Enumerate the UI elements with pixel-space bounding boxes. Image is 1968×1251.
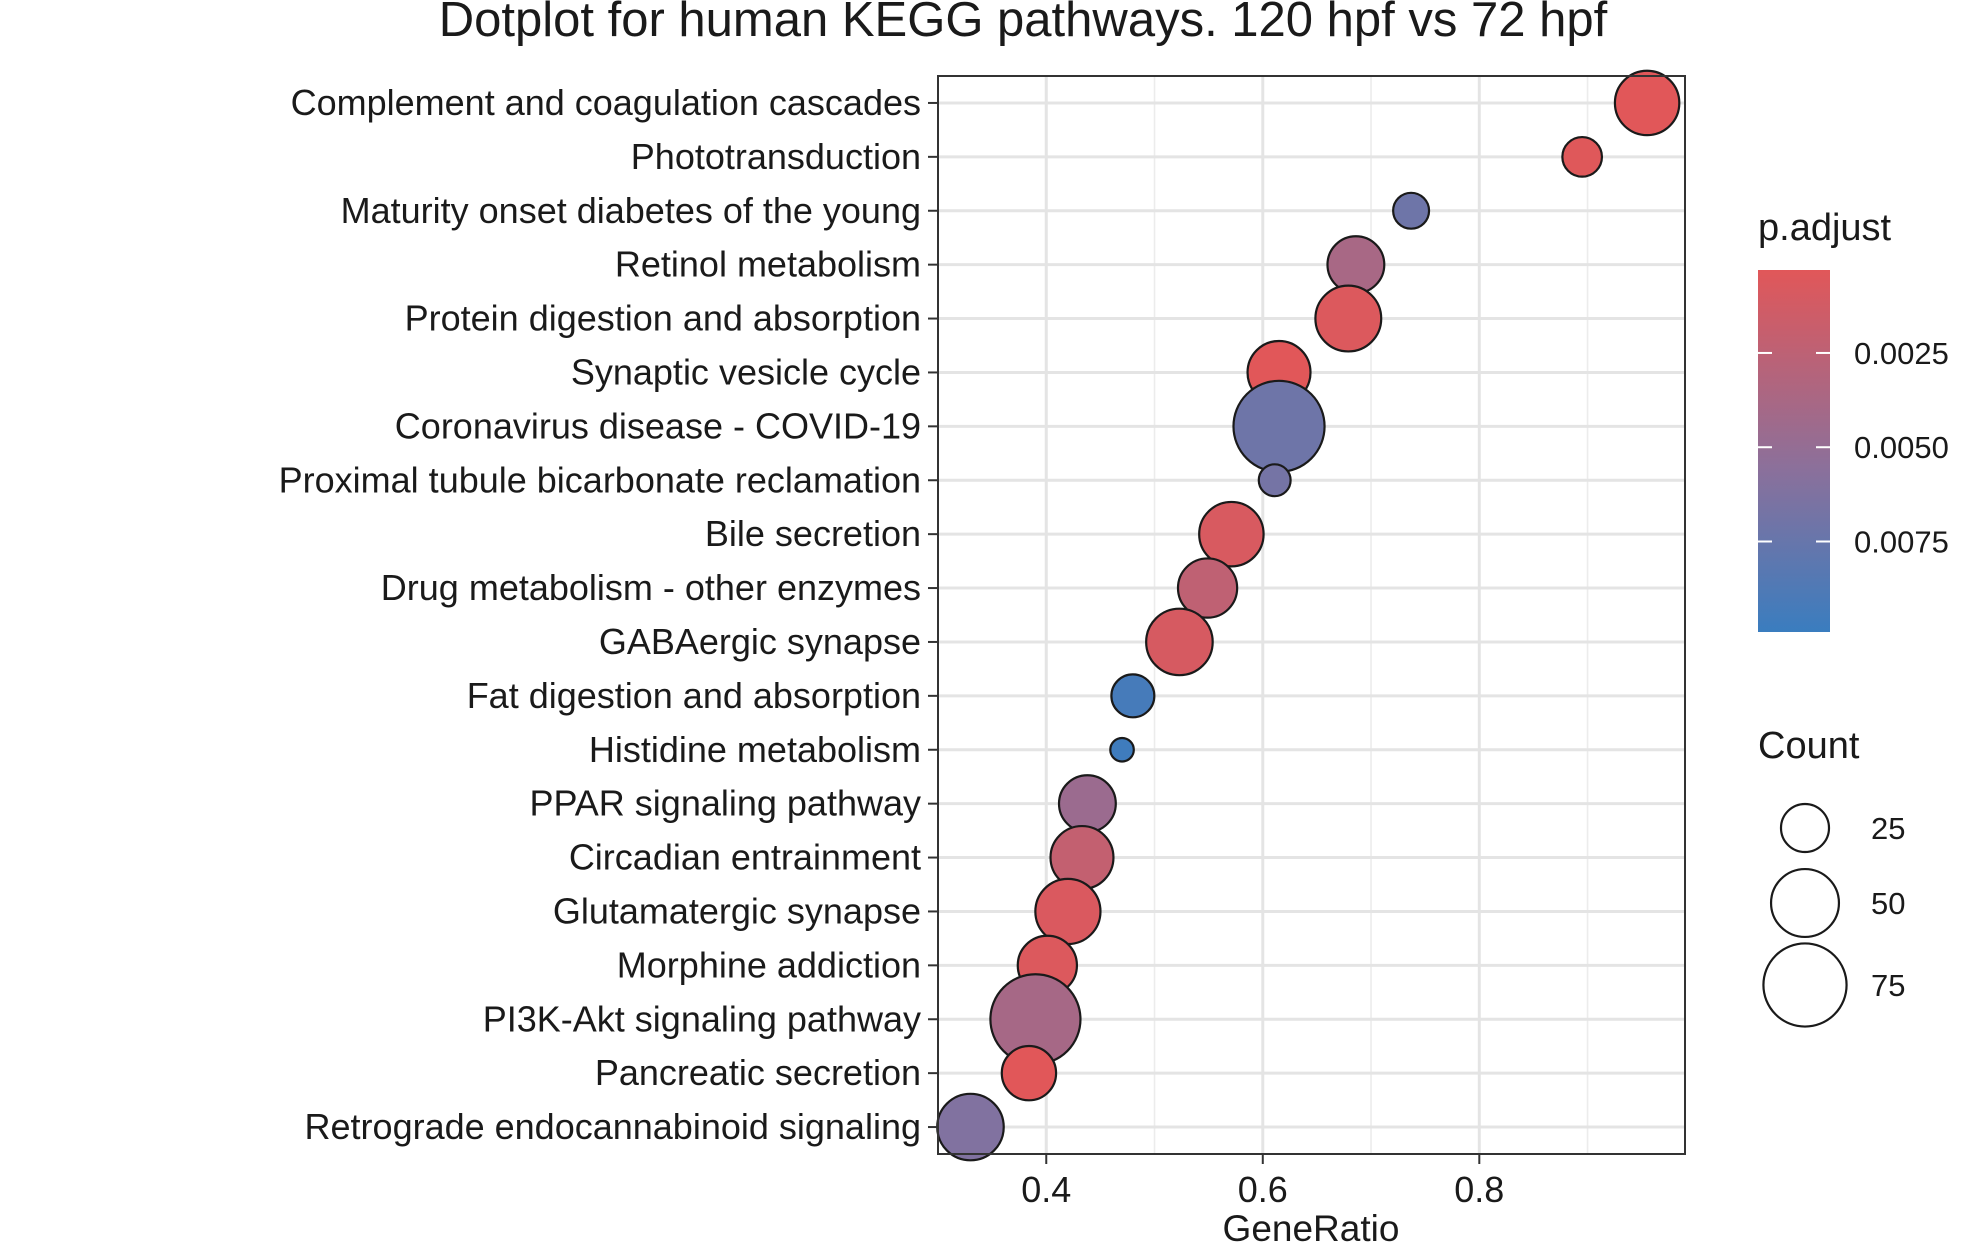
x-tick-label: 0.6 xyxy=(1238,1169,1288,1210)
data-point xyxy=(936,1092,1005,1162)
data-point xyxy=(1000,1044,1058,1102)
x-tick-label: 0.4 xyxy=(1021,1169,1071,1210)
y-tick-label: Complement and coagulation cascades xyxy=(291,82,921,123)
data-point xyxy=(1110,673,1156,719)
y-tick-label: Bile secretion xyxy=(705,513,921,554)
data-point xyxy=(1561,135,1604,178)
data-point xyxy=(1034,877,1102,946)
y-tick-label: PI3K-Akt signaling pathway xyxy=(483,998,921,1039)
size-legend-circle xyxy=(1779,802,1831,854)
x-axis: 0.4 0.6 0.8 xyxy=(1021,1154,1504,1210)
data-point xyxy=(1613,69,1681,137)
y-tick-label: Coronavirus disease - COVID-19 xyxy=(395,405,921,446)
data-point xyxy=(1257,463,1292,498)
chart-title: Dotplot for human KEGG pathways. 120 hpf… xyxy=(439,0,1608,47)
data-point xyxy=(1314,284,1383,353)
y-tick-label: Retrograde endocannabinoid signaling xyxy=(305,1106,921,1147)
y-tick-label: Pancreatic secretion xyxy=(595,1052,921,1093)
color-legend-label: 0.0050 xyxy=(1854,430,1949,465)
color-legend-title: p.adjust xyxy=(1758,207,1892,249)
data-point xyxy=(1326,235,1386,295)
color-legend-label: 0.0075 xyxy=(1854,525,1949,560)
size-legend: Count 25 50 75 xyxy=(1758,725,1905,1028)
size-legend-label: 50 xyxy=(1871,886,1905,921)
y-tick-label: Circadian entrainment xyxy=(569,837,921,878)
x-axis-label: GeneRatio xyxy=(1223,1208,1400,1249)
y-tick-label: GABAergic synapse xyxy=(599,621,921,662)
plot-panel-border xyxy=(937,75,1686,1155)
size-legend-title: Count xyxy=(1758,725,1860,767)
y-tick-label: Drug metabolism - other enzymes xyxy=(381,567,921,608)
y-tick-label: Protein digestion and absorption xyxy=(405,298,921,339)
y-tick-label: Phototransduction xyxy=(631,136,921,177)
y-tick-label: PPAR signaling pathway xyxy=(529,783,921,824)
y-tick-label: Morphine addiction xyxy=(617,944,921,985)
x-tick-label: 0.8 xyxy=(1454,1169,1504,1210)
size-legend-label: 25 xyxy=(1871,811,1905,846)
gridlines xyxy=(938,76,1685,1154)
y-tick-label: Histidine metabolism xyxy=(589,729,921,770)
data-point xyxy=(1198,500,1265,568)
data-points xyxy=(936,69,1681,1162)
y-tick-label: Synaptic vesicle cycle xyxy=(571,351,921,392)
data-point xyxy=(1232,379,1326,473)
data-point xyxy=(1176,557,1239,619)
size-legend-circle xyxy=(1762,942,1848,1028)
y-tick-label: Maturity onset diabetes of the young xyxy=(341,190,921,231)
y-tick-label: Fat digestion and absorption xyxy=(467,675,921,716)
y-tick-label: Glutamatergic synapse xyxy=(553,890,921,931)
color-legend-bar xyxy=(1758,270,1830,632)
size-legend-circle xyxy=(1769,867,1841,939)
color-legend: p.adjust 0.0025 0.0050 0.0075 xyxy=(1758,207,1949,632)
data-point xyxy=(1057,774,1117,834)
y-tick-label: Retinol metabolism xyxy=(615,244,921,285)
data-point xyxy=(1109,736,1135,763)
size-legend-label: 75 xyxy=(1871,968,1905,1003)
data-point xyxy=(1392,191,1431,230)
data-point xyxy=(1145,607,1214,677)
color-legend-label: 0.0025 xyxy=(1854,336,1949,371)
y-tick-label: Proximal tubule bicarbonate reclamation xyxy=(279,459,921,500)
y-axis: Complement and coagulation cascades Photo… xyxy=(279,82,938,1147)
